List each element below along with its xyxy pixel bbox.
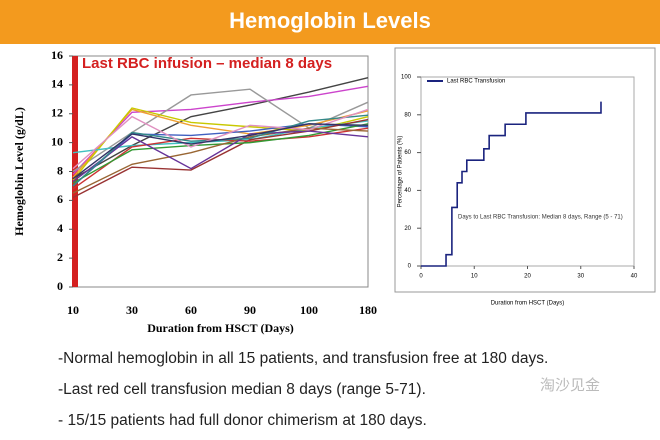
y-tick-label: 6: [57, 192, 63, 206]
legend-label: Last RBC Transfusion: [447, 79, 505, 85]
y-tick-label: 40: [404, 188, 411, 194]
annotation: Last RBC infusion – median 8 days: [82, 55, 332, 72]
y-tick-label: 14: [51, 77, 63, 91]
series-line: [72, 76, 369, 180]
y-axis-label: Hemoglobin Level (g/dL): [12, 107, 26, 236]
y-tick-label: 0: [408, 264, 412, 270]
x-tick-label: 90: [244, 303, 256, 317]
y-tick-label: 80: [404, 112, 411, 118]
y-tick-label: 2: [57, 250, 63, 264]
bullet: - 15/15 patients had full donor chimeris…: [58, 412, 427, 429]
y-axis-label: Percentage of Patients (%): [398, 136, 404, 208]
x-tick-label: 30: [126, 303, 138, 317]
series-line: [72, 108, 369, 170]
y-tick-label: 4: [57, 221, 63, 235]
x-tick-label: 40: [631, 274, 638, 280]
y-tick-label: 20: [404, 226, 411, 232]
y-tick-label: 12: [51, 106, 63, 120]
x-tick-label: 100: [300, 303, 318, 317]
y-tick-label: 100: [401, 75, 412, 81]
x-axis-label: Duration from HSCT (Days): [147, 321, 294, 335]
annotation: Days to Last RBC Transfusion: Median 8 d…: [458, 215, 623, 221]
y-tick-label: 10: [51, 134, 63, 148]
x-tick-label: 180: [359, 303, 377, 317]
series-line: [72, 123, 369, 180]
x-tick-label: 0: [419, 274, 423, 280]
series-line: [421, 101, 602, 267]
x-tick-label: 60: [185, 303, 197, 317]
x-axis-label: Duration from HSCT (Days): [491, 301, 565, 307]
series-line: [72, 127, 369, 194]
x-tick-label: 20: [524, 274, 531, 280]
header-band: [0, 0, 660, 44]
x-tick-label: 10: [471, 274, 478, 280]
series-line: [72, 85, 369, 175]
series-line: [72, 130, 369, 183]
bullet: -Normal hemoglobin in all 15 patients, a…: [58, 350, 549, 367]
y-tick-label: 16: [51, 48, 63, 62]
y-tick-label: 8: [57, 163, 63, 177]
x-tick-label: 30: [577, 274, 584, 280]
plot-frame: [420, 76, 635, 267]
chart-frame: [394, 47, 656, 293]
x-tick-label: 10: [67, 303, 79, 317]
bullet: -Last red cell transfusion median 8 days…: [58, 381, 426, 398]
slide-title: Hemoglobin Levels: [229, 8, 431, 33]
watermark: 淘沙见金: [540, 377, 600, 394]
y-tick-label: 0: [57, 279, 63, 293]
y-tick-label: 60: [404, 150, 411, 156]
